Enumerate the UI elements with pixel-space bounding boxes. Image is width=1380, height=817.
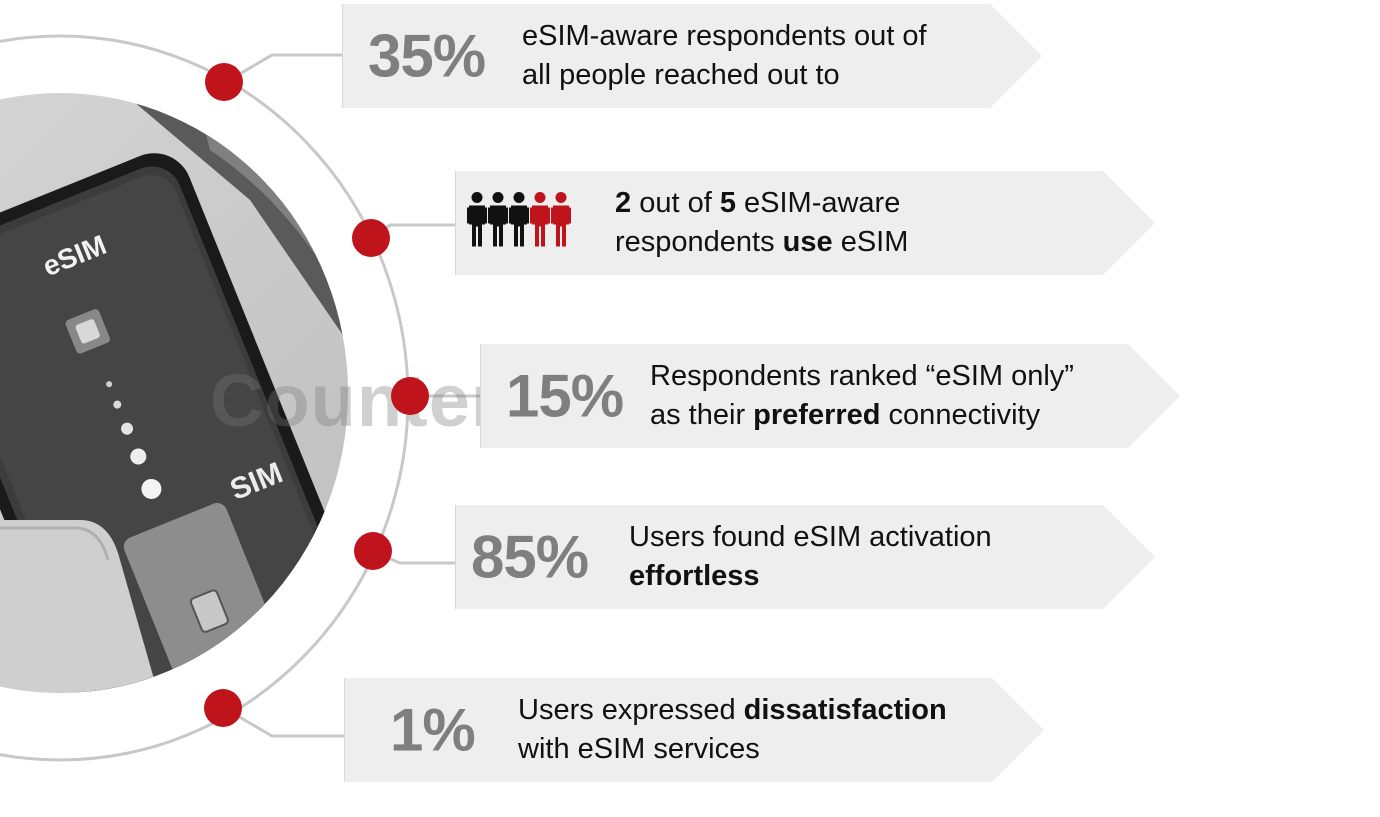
timeline-dot-2 — [352, 219, 390, 257]
stat-banner-4: 85% Users found eSIM activation effortles… — [455, 505, 1155, 609]
person-icon — [551, 192, 571, 247]
stat-banner-2: 2 out of 5 eSIM-aware respondents use eSI… — [455, 171, 1155, 275]
stat-value: 15% — [506, 362, 624, 430]
timeline-dot-3 — [391, 377, 429, 415]
stat-text: Respondents ranked “eSIM only” as their p… — [650, 360, 1074, 431]
person-icon — [467, 192, 487, 247]
stat-value: 35% — [368, 22, 486, 90]
stat-banner-5: 1% Users expressed dissatisfaction with e… — [344, 678, 1044, 782]
timeline-dot-4 — [354, 532, 392, 570]
timeline-dot-1 — [205, 63, 243, 101]
person-icon — [509, 192, 529, 247]
people-group-icon — [467, 191, 577, 256]
stat-banner-1: 35% eSIM-aware respondents out of all peo… — [342, 4, 1042, 108]
timeline-dot-5 — [204, 689, 242, 727]
person-icon — [488, 192, 508, 247]
stat-text: eSIM-aware respondents out of all people … — [522, 20, 927, 91]
stat-text: Users found eSIM activation effortless — [629, 521, 992, 592]
stat-value: 85% — [471, 523, 589, 591]
person-icon — [530, 192, 550, 247]
stat-banner-3: 15% Respondents ranked “eSIM only” as the… — [480, 344, 1180, 448]
stat-text: 2 out of 5 eSIM-aware respondents use eSI… — [615, 187, 909, 258]
stat-text: Users expressed dissatisfaction with eSIM… — [518, 694, 947, 765]
stat-value: 1% — [390, 696, 475, 764]
